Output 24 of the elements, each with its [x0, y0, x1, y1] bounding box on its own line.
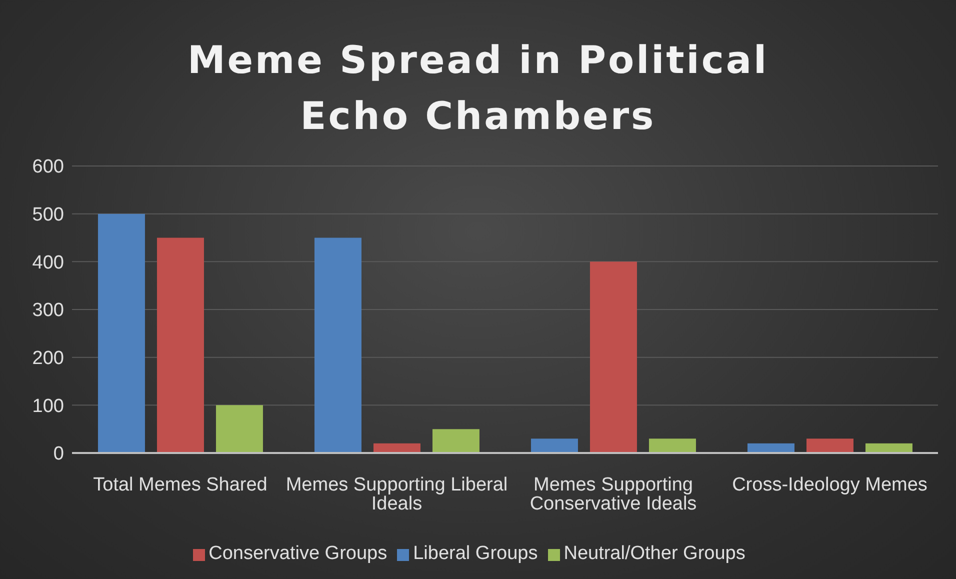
- bar: [530, 438, 578, 453]
- y-tick-label: 500: [32, 204, 64, 226]
- legend-label: Liberal Groups: [413, 543, 538, 564]
- x-tick-label: Memes Supporting Conservative Ideals: [530, 474, 697, 514]
- bar: [156, 238, 204, 453]
- bar: [648, 438, 696, 453]
- bar: [590, 262, 637, 453]
- y-tick-label: 200: [32, 348, 64, 370]
- y-tick-label: 0: [53, 444, 64, 465]
- x-tick-label: Total Memes Shared: [93, 474, 268, 496]
- legend-label: Conservative Groups: [208, 543, 388, 564]
- chart-title: Meme Spread in Political Echo Chambers: [186, 37, 770, 140]
- bar: [216, 405, 263, 453]
- legend-label: Neutral/Other Groups: [564, 543, 746, 564]
- y-tick-label: 300: [32, 300, 64, 322]
- y-tick-label: 400: [32, 252, 64, 274]
- bar: [98, 214, 145, 453]
- bar: [432, 429, 480, 453]
- y-tick-label: 600: [32, 156, 64, 178]
- bar: [806, 438, 854, 453]
- x-tick-label: Cross-Ideology Memes: [732, 474, 928, 496]
- y-tick-label: 100: [32, 396, 64, 417]
- x-tick-label: Memes Supporting Liberal Ideals: [286, 474, 508, 514]
- bar: [314, 238, 362, 453]
